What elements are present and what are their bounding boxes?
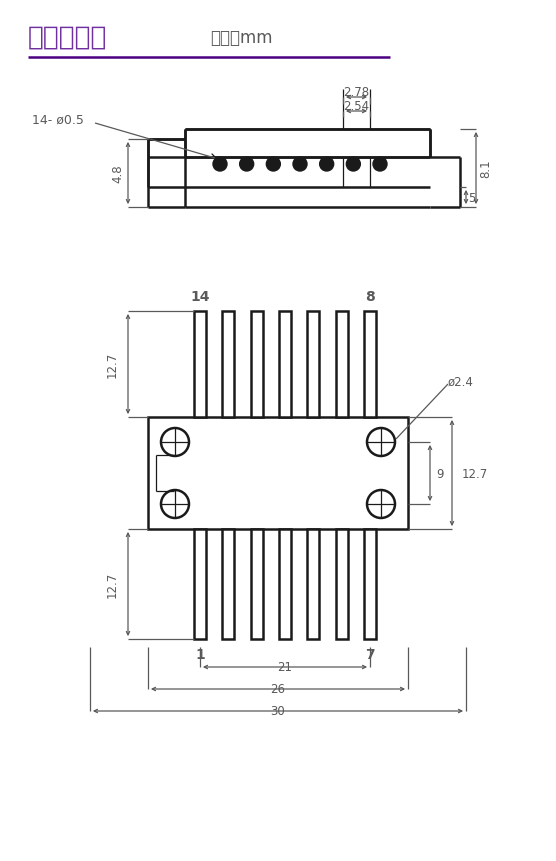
Text: 12.7: 12.7 [462,467,488,480]
Text: 30: 30 [271,704,285,717]
Bar [336,312,348,418]
Text: 9: 9 [436,467,444,480]
Text: 2.54: 2.54 [344,99,370,113]
Bar [364,312,376,418]
Text: 1: 1 [195,647,205,661]
Bar [251,530,262,639]
Bar [194,530,206,639]
Circle shape [373,158,387,172]
Text: 单位：mm: 单位：mm [210,29,272,47]
Bar [148,418,408,530]
Text: 4.8: 4.8 [112,164,125,183]
Text: 14: 14 [190,289,210,304]
Bar [279,312,291,418]
Text: 5: 5 [468,191,475,204]
Bar [222,312,234,418]
Circle shape [320,158,334,172]
Bar [307,530,319,639]
Text: 2.78: 2.78 [344,85,370,98]
Bar [336,530,348,639]
Text: 机械尺寸图: 机械尺寸图 [28,25,107,51]
Bar [364,530,376,639]
Bar [222,530,234,639]
Text: 12.7: 12.7 [106,351,118,378]
Text: 26: 26 [271,682,285,695]
Text: 21: 21 [277,660,292,673]
Bar [307,312,319,418]
Circle shape [293,158,307,172]
Text: 12.7: 12.7 [106,571,118,598]
Bar [251,312,262,418]
Circle shape [266,158,280,172]
Text: 8: 8 [365,289,375,304]
Bar [194,312,206,418]
Bar [279,530,291,639]
Circle shape [213,158,227,172]
Text: ø2.4: ø2.4 [448,375,474,388]
Text: 8.1: 8.1 [479,159,493,178]
Circle shape [240,158,254,172]
Text: 14- ø0.5: 14- ø0.5 [32,114,84,127]
Text: 7: 7 [365,647,375,661]
Circle shape [346,158,360,172]
